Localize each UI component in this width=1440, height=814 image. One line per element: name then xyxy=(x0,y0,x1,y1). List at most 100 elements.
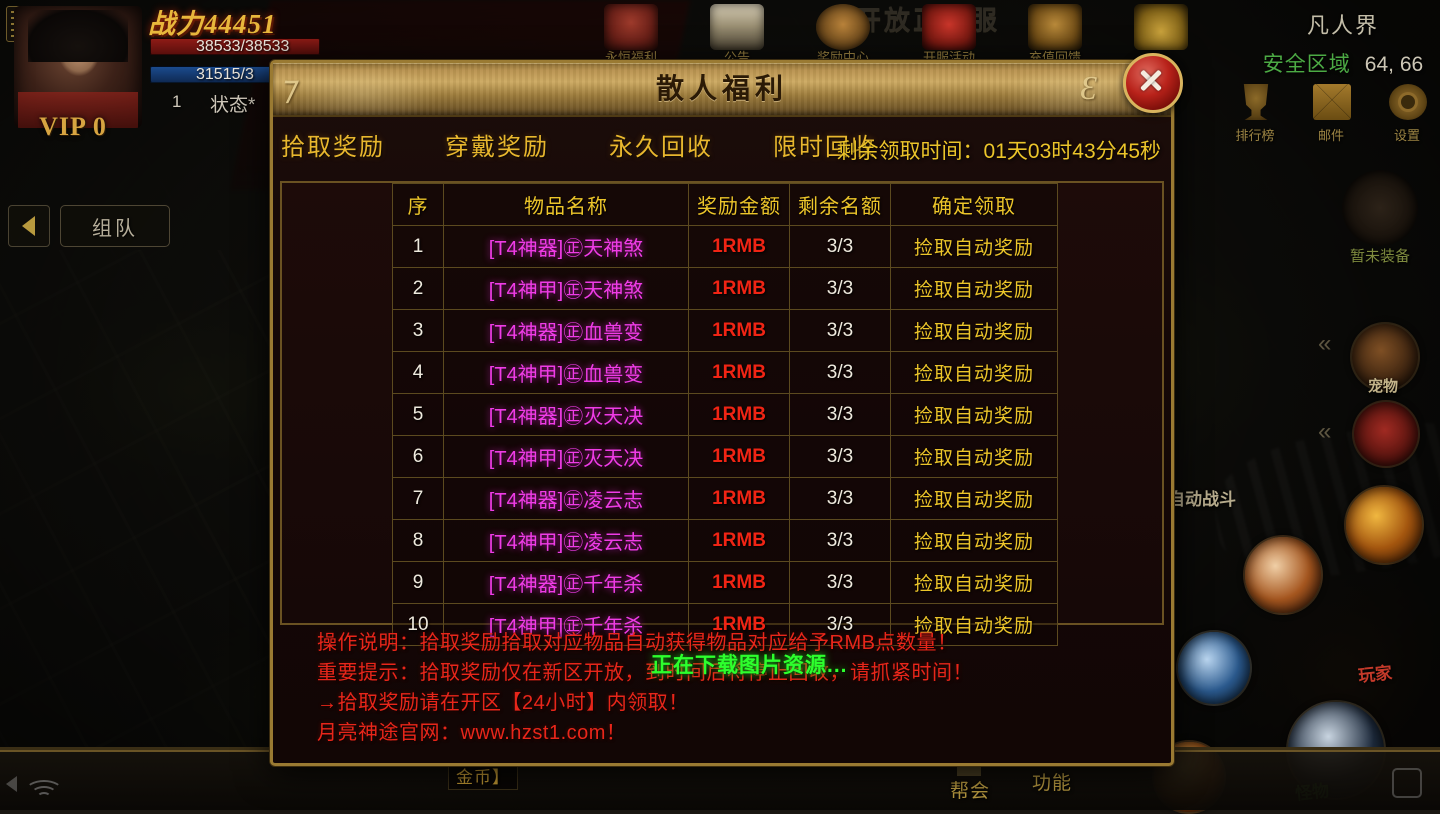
claim-button[interactable]: 捡取自动奖励 xyxy=(890,225,1058,268)
cell-amount: 1RMB xyxy=(688,477,790,520)
cell-item: [T4神器]㊣灭天决 xyxy=(443,393,689,436)
guild-label: 帮会 xyxy=(949,781,990,802)
claim-button[interactable]: 捡取自动奖励 xyxy=(890,351,1058,394)
cell-quota: 3/3 xyxy=(789,435,891,478)
claim-button[interactable]: 捡取自动奖励 xyxy=(890,477,1058,520)
cell-seq: 8 xyxy=(392,519,444,562)
cell-item: [T4神器]㊣天神煞 xyxy=(443,225,689,268)
tab-pickup-reward[interactable]: 拾取奖励 xyxy=(281,133,385,161)
level-value: 1 xyxy=(172,92,182,111)
cell-amount: 1RMB xyxy=(688,435,790,478)
th-amount: 奖励金额 xyxy=(688,183,790,226)
pet-button[interactable] xyxy=(1350,322,1420,392)
android-home-icon[interactable] xyxy=(1392,768,1422,798)
cell-item: [T4神器]㊣千年杀 xyxy=(443,561,689,604)
guild-button[interactable]: 帮会 xyxy=(940,776,1000,803)
table-row: 1 [T4神器]㊣天神煞 1RMB 3/3 捡取自动奖励 xyxy=(392,225,1058,268)
collapse-arrow-icon[interactable] xyxy=(8,205,50,247)
cell-seq: 10 xyxy=(392,603,444,646)
cell-item: [T4神甲]㊣凌云志 xyxy=(443,519,689,562)
cell-amount: 1RMB xyxy=(688,603,790,646)
vip-badge: VIP 0 xyxy=(39,112,107,141)
claim-button[interactable]: 捡取自动奖励 xyxy=(890,603,1058,646)
hp-value: 38533/38533 xyxy=(196,38,290,55)
guild-emblem-button[interactable] xyxy=(1352,400,1420,468)
equip-slot[interactable]: 暂未装备 xyxy=(1342,170,1418,265)
cell-quota: 3/3 xyxy=(789,561,891,604)
mail-button[interactable]: 邮件 xyxy=(1306,84,1356,146)
ranking-label: 排行榜 xyxy=(1235,128,1275,143)
cell-seq: 6 xyxy=(392,435,444,478)
chevron-left-icon: « xyxy=(1318,330,1332,357)
cell-item: [T4神甲]㊣灭天决 xyxy=(443,435,689,478)
zone-hud: 凡人界 安全区域 64, 66 xyxy=(1248,2,1438,78)
chevron-left-icon: « xyxy=(1318,418,1332,445)
note-line: 操作说明：拾取奖励拾取对应物品自动获得物品对应给予RMB点数量！ xyxy=(317,632,958,654)
safe-zone-badge: 安全区域 xyxy=(1262,53,1351,76)
mail-label: 邮件 xyxy=(1317,128,1344,143)
th-action: 确定领取 xyxy=(890,183,1058,226)
trophy-icon xyxy=(1243,84,1269,120)
dialog-titlebar: ⁊ Ɛ 散人福利 xyxy=(273,63,1171,117)
th-quota: 剩余名额 xyxy=(789,183,891,226)
ranking-button[interactable]: 排行榜 xyxy=(1230,84,1280,146)
tab-permanent-recycle[interactable]: 永久回收 xyxy=(609,133,713,161)
gear-icon xyxy=(1389,84,1427,120)
function-label: 功能 xyxy=(1031,773,1072,794)
th-seq: 序 xyxy=(392,183,444,226)
player-hud: VIP 0 战力44451 38533/38533 31515/3 1 状态* xyxy=(0,0,330,141)
top-icon-welfare[interactable]: 永恒福利 xyxy=(600,2,662,65)
pet-label: 宠物 xyxy=(1367,378,1398,395)
top-icon-notice[interactable]: 公告 xyxy=(706,2,768,65)
right-icon-bar: 排行榜 邮件 设置 xyxy=(1202,84,1432,154)
hp-bar xyxy=(150,38,320,55)
claim-button[interactable]: 捡取自动奖励 xyxy=(890,309,1058,352)
gift-gold-icon xyxy=(1028,4,1082,50)
reward-table: 序 物品名称 奖励金额 剩余名额 确定领取 1 [T4神器]㊣天神煞 1RMB … xyxy=(392,183,1058,646)
state-label: 状态* xyxy=(210,95,256,116)
top-icon-crown[interactable] xyxy=(1130,2,1192,64)
table-row: 9 [T4神器]㊣千年杀 1RMB 3/3 捡取自动奖励 xyxy=(392,561,1058,604)
settings-button[interactable]: 设置 xyxy=(1382,84,1432,146)
cell-quota: 3/3 xyxy=(789,477,891,520)
cell-seq: 4 xyxy=(392,351,444,394)
claim-button[interactable]: 捡取自动奖励 xyxy=(890,393,1058,436)
team-button[interactable]: 组队 xyxy=(60,205,170,247)
top-icon-launch-event[interactable]: 开服活动 xyxy=(918,2,980,65)
top-icon-recharge[interactable]: 充值回馈 xyxy=(1024,2,1086,65)
chest-icon xyxy=(604,4,658,50)
wifi-icon xyxy=(22,780,66,804)
cell-quota: 3/3 xyxy=(789,309,891,352)
avatar[interactable] xyxy=(14,6,142,128)
loading-status-text: 正在下载图片资源... xyxy=(651,654,848,677)
table-row: 6 [T4神甲]㊣灭天决 1RMB 3/3 捡取自动奖励 xyxy=(392,435,1058,478)
table-row: 5 [T4神器]㊣灭天决 1RMB 3/3 捡取自动奖励 xyxy=(392,393,1058,436)
close-icon[interactable] xyxy=(1123,53,1183,113)
skill-button-1[interactable] xyxy=(1344,485,1424,565)
top-icon-reward-center[interactable]: 奖励中心 xyxy=(812,2,874,65)
cell-amount: 1RMB xyxy=(688,561,790,604)
claim-button[interactable]: 捡取自动奖励 xyxy=(890,519,1058,562)
auto-battle-label[interactable]: 自动战斗 xyxy=(1168,490,1236,509)
function-button[interactable]: 功能 xyxy=(1022,768,1082,795)
table-row: 2 [T4神甲]㊣天神煞 1RMB 3/3 捡取自动奖励 xyxy=(392,267,1058,310)
skill-button-2[interactable] xyxy=(1243,535,1323,615)
ornament-left-icon: ⁊ xyxy=(279,70,296,107)
team-row: 组队 xyxy=(8,205,170,247)
cell-seq: 3 xyxy=(392,309,444,352)
cell-item: [T4神器]㊣凌云志 xyxy=(443,477,689,520)
reward-table-body: 1 [T4神器]㊣天神煞 1RMB 3/3 捡取自动奖励 2 [T4神甲]㊣天神… xyxy=(392,225,1058,646)
claim-button[interactable]: 捡取自动奖励 xyxy=(890,435,1058,478)
skill-button-3[interactable] xyxy=(1176,630,1252,706)
tab-equip-reward[interactable]: 穿戴奖励 xyxy=(445,133,549,161)
android-back-icon[interactable] xyxy=(6,776,17,792)
claim-button[interactable]: 捡取自动奖励 xyxy=(890,267,1058,310)
tab-limited-recycle[interactable]: 限时回收 xyxy=(773,133,877,161)
th-item: 物品名称 xyxy=(443,183,689,226)
welfare-dialog: ⁊ Ɛ 散人福利 拾取奖励 穿戴奖励 永久回收 限时回收 剩余领取时间：01天0… xyxy=(270,53,1183,766)
cell-quota: 3/3 xyxy=(789,393,891,436)
claim-button[interactable]: 捡取自动奖励 xyxy=(890,561,1058,604)
cell-item: [T4神器]㊣血兽变 xyxy=(443,309,689,352)
note-line: 月亮神途官网：www.hzst1.com！ xyxy=(317,722,627,744)
gift-icon xyxy=(922,4,976,50)
